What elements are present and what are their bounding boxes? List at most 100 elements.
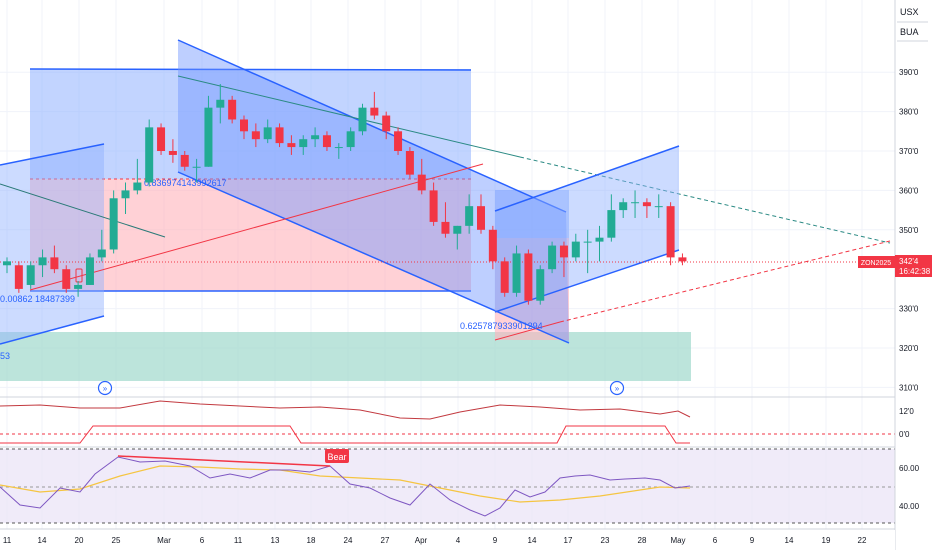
candle — [3, 257, 11, 274]
candle — [263, 119, 272, 144]
candle-body — [536, 269, 545, 301]
time-tick-label: 14 — [528, 536, 537, 545]
candle-body — [441, 221, 450, 234]
channel-down — [178, 40, 569, 343]
channel-up — [495, 146, 679, 312]
candle — [74, 281, 83, 297]
divergence-badge — [325, 449, 349, 463]
candle-body — [157, 127, 166, 151]
channel-left-mid — [0, 183, 166, 238]
candle-body — [287, 143, 296, 148]
candle-body — [145, 127, 154, 183]
channel-up-top — [494, 145, 680, 212]
candle-body — [524, 253, 533, 301]
candle — [619, 198, 628, 218]
candle — [441, 202, 450, 238]
time-tick-label: Apr — [415, 536, 428, 545]
channel-left-top — [0, 143, 105, 166]
channel-left — [0, 144, 104, 344]
time-tick-label: 23 — [601, 536, 610, 545]
candle — [121, 182, 130, 215]
channel-down-bottom — [177, 171, 570, 344]
candle — [488, 225, 497, 270]
candle — [62, 265, 71, 293]
candle-body — [180, 154, 189, 167]
candle — [50, 245, 59, 274]
candle-body — [168, 151, 177, 155]
candle-body — [488, 229, 497, 262]
candle — [500, 257, 509, 297]
time-tick-label: Mar — [157, 536, 171, 545]
candle-body — [631, 202, 640, 204]
candle — [666, 202, 675, 266]
candle-body — [559, 245, 568, 258]
indicator-pane[interactable] — [0, 400, 895, 444]
candle-body — [14, 265, 23, 289]
candle — [453, 225, 462, 250]
candle — [548, 241, 557, 274]
candle — [240, 115, 248, 140]
rsi-ma-line — [0, 465, 691, 503]
candle-body — [62, 269, 71, 289]
symbol-tag — [858, 256, 895, 268]
candle — [583, 229, 592, 274]
indicator-tick-zero: 0'0 — [899, 430, 910, 439]
candle-body — [607, 210, 616, 238]
time-tick-label: 13 — [271, 536, 280, 545]
time-tick-label: 28 — [638, 536, 647, 545]
fib-label-left-b: 18487399 — [35, 294, 75, 304]
channel-down-mid — [177, 75, 521, 158]
candle — [322, 131, 331, 151]
time-axis-bg — [0, 530, 895, 550]
price-tick-label: 320'0 — [899, 344, 919, 353]
last-price-label: ZON2025 342'4 16:42:38 — [858, 255, 932, 277]
zone-label-left: 53 — [0, 351, 10, 361]
price-tag — [895, 255, 932, 277]
candle-body — [263, 127, 272, 140]
candle-body — [50, 257, 59, 270]
candle-body — [405, 151, 414, 175]
candle — [571, 233, 580, 262]
candle-body — [38, 257, 47, 266]
price-tag-value: 342'4 — [899, 257, 919, 266]
candle-body — [26, 265, 35, 285]
header-unit: BUA — [900, 27, 919, 37]
replay-icon: » — [615, 384, 620, 393]
price-tick-label: 330'0 — [899, 305, 919, 314]
candle — [631, 190, 640, 218]
candle — [157, 123, 166, 155]
trend-projection-red — [559, 240, 891, 323]
fib-label-bottom: 0.625787933901294 — [460, 321, 543, 331]
candle — [109, 190, 118, 254]
replay-marker-left[interactable]: » — [97, 380, 113, 396]
candle-body — [192, 166, 201, 168]
candle — [559, 241, 568, 278]
candle-body — [512, 253, 521, 293]
candle-body — [334, 147, 343, 149]
candle — [536, 265, 545, 305]
candle — [654, 194, 663, 218]
candle-body — [299, 139, 308, 148]
candle-body — [240, 119, 248, 132]
candle-body — [382, 115, 391, 132]
candle-body — [216, 99, 225, 108]
rsi-pane[interactable]: Bear — [0, 448, 895, 524]
candle — [38, 249, 47, 278]
candle-body — [595, 237, 604, 242]
bar-marker — [75, 268, 83, 283]
candle-body — [548, 245, 557, 270]
price-tick-label: 370'0 — [899, 147, 919, 156]
time-axis[interactable]: 11 14 20 25 Mar 6 11 13 18 24 27 Apr 4 9 14 17 23 28 May 6 9… — [0, 530, 895, 550]
candle — [216, 84, 225, 124]
candle — [14, 261, 23, 293]
candle-body — [583, 241, 592, 243]
candle — [358, 103, 367, 136]
candle-body — [429, 190, 438, 222]
replay-marker-right[interactable]: » — [609, 380, 625, 396]
candle-body — [370, 107, 379, 116]
candle — [275, 123, 284, 148]
candle — [429, 182, 438, 226]
channel-left-bottom — [0, 315, 105, 345]
candle — [477, 194, 485, 234]
